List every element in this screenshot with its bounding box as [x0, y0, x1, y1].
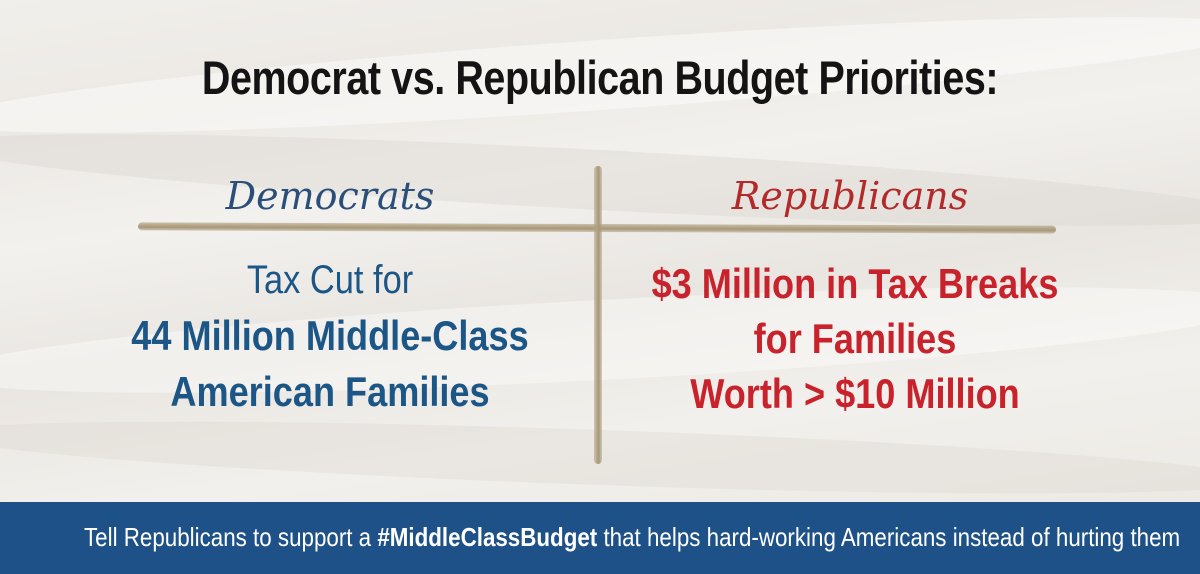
democrats-heading: Democrats	[225, 174, 435, 218]
headline: Democrat vs. Republican Budget Prioritie…	[201, 51, 999, 104]
democrats-line-3: American Families	[170, 368, 490, 415]
footer-call-to-action: Tell Republicans to support a #MiddleCla…	[84, 522, 1180, 553]
republicans-line-2: for Families	[753, 315, 957, 362]
republicans-priority: $3 Million in Tax Breaks for Families Wo…	[649, 256, 1062, 421]
democrats-priority: Tax Cut for 44 Million Middle-Class Amer…	[128, 252, 532, 420]
republicans-heading: Republicans	[731, 174, 969, 218]
footer-banner: Tell Republicans to support a #MiddleCla…	[0, 502, 1200, 574]
footer-hashtag[interactable]: #MiddleClassBudget	[377, 522, 598, 552]
vertical-divider	[594, 166, 602, 464]
footer-text-after: that helps hard-working Americans instea…	[597, 522, 1181, 552]
footer-text-before: Tell Republicans to support a	[84, 522, 378, 552]
democrats-line-1: Tax Cut for	[246, 258, 414, 302]
democrats-line-2: 44 Million Middle-Class	[131, 312, 529, 359]
republicans-line-3: Worth > $10 Million	[690, 370, 1020, 417]
republicans-line-1: $3 Million in Tax Breaks	[651, 260, 1059, 307]
